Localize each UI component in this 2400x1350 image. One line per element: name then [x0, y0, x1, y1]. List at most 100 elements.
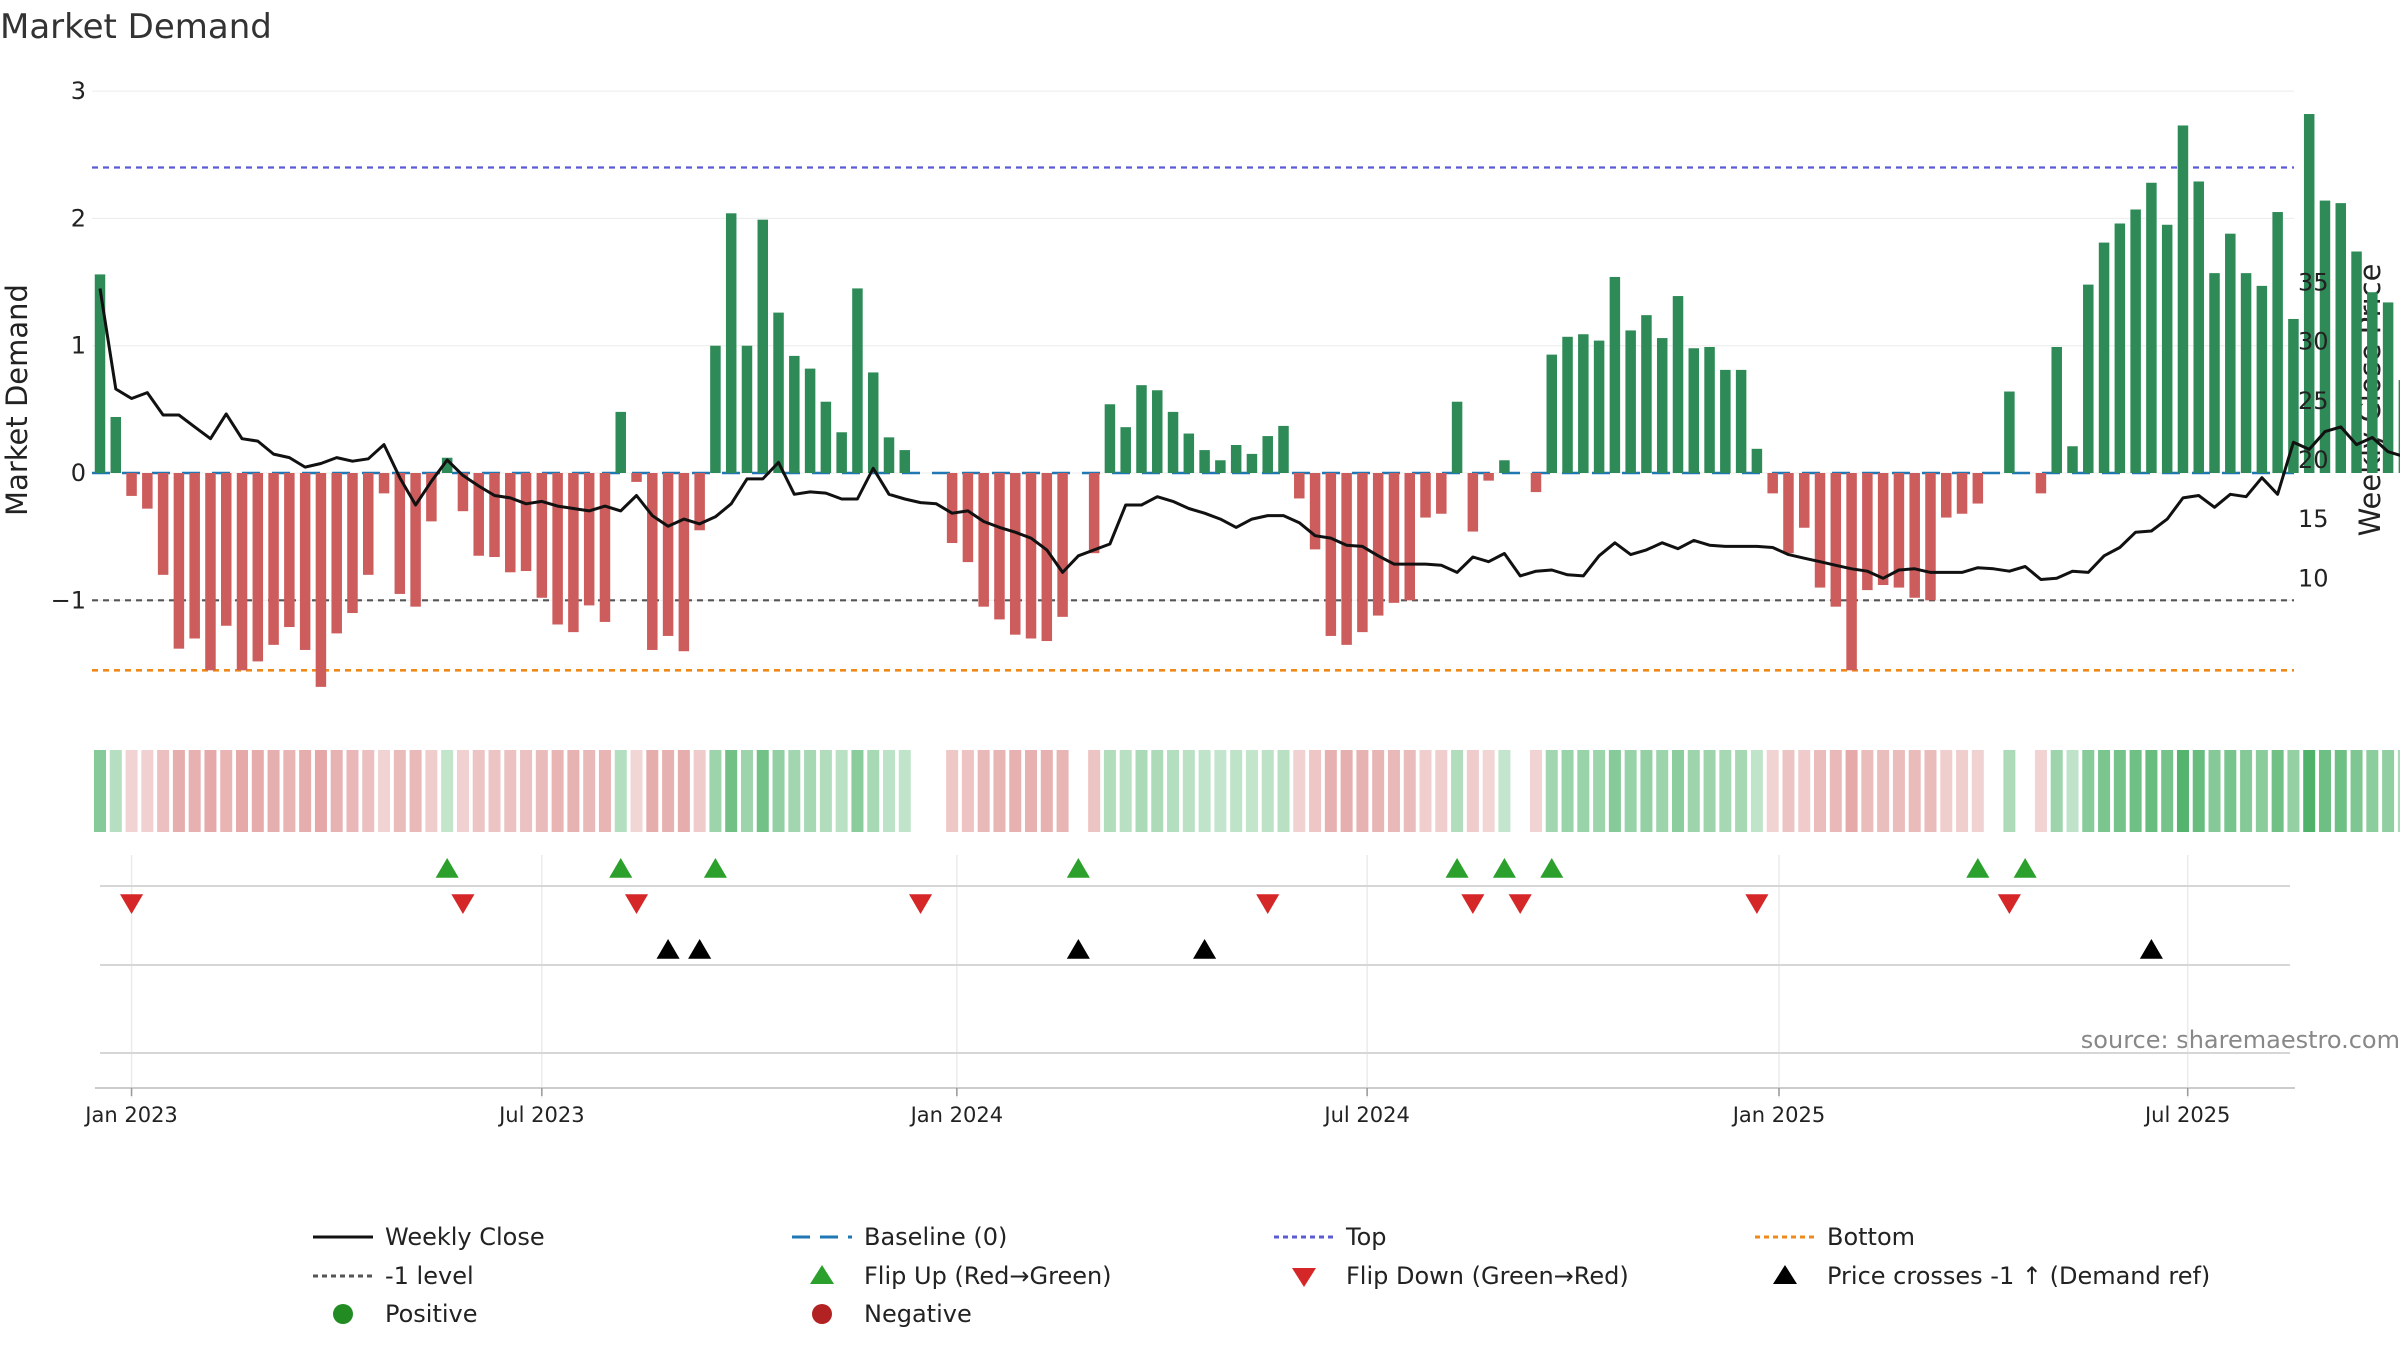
- heat-cell: [1214, 750, 1227, 832]
- demand-bar: [1656, 338, 1668, 473]
- heat-cell: [2003, 750, 2016, 832]
- demand-bar: [1814, 473, 1826, 588]
- heat-cell: [441, 750, 454, 832]
- heat-cell: [2208, 750, 2221, 832]
- demand-bar: [2303, 114, 2315, 473]
- legend-item-baseline: Baseline (0): [792, 1223, 1007, 1251]
- demand-bar: [505, 473, 516, 573]
- demand-bar: [615, 411, 626, 473]
- demand-bar: [2319, 200, 2331, 473]
- heat-cell: [1908, 750, 1921, 832]
- heat-cell: [1119, 750, 1132, 832]
- demand-bar: [2256, 285, 2268, 473]
- heat-cell: [1135, 750, 1148, 832]
- heat-cell: [378, 750, 391, 832]
- demand-bar: [1893, 473, 1905, 588]
- demand-bar: [2083, 284, 2094, 473]
- heat-cell: [1245, 750, 1258, 832]
- x-axis-ticks: Jan 2023 Jul 2023 Jan 2024 Jul 2024 Jan 2025…: [83, 1088, 2230, 1127]
- demand-bar: [1546, 354, 1558, 473]
- heat-cell: [267, 750, 280, 832]
- flip-up-marker: [2013, 858, 2037, 878]
- heat-cell: [1466, 750, 1479, 832]
- demand-bar: [2146, 182, 2157, 474]
- heat-cell: [1088, 750, 1101, 832]
- heat-cell: [788, 750, 801, 832]
- demand-bar: [441, 457, 453, 473]
- demand-bar: [2035, 473, 2047, 494]
- demand-bar: [1420, 473, 1431, 518]
- flip-up-marker: [1966, 858, 1990, 878]
- demand-bar: [568, 473, 579, 633]
- demand-bar: [883, 437, 895, 473]
- heat-cell: [2271, 750, 2284, 832]
- demand-bar: [1167, 411, 1179, 473]
- demand-bar: [236, 473, 248, 671]
- demand-bar: [315, 473, 327, 687]
- demand-bar: [1672, 296, 1684, 473]
- heat-cell: [1182, 750, 1195, 832]
- x-tick-label: Jan 2023: [83, 1103, 178, 1127]
- heat-cell: [1261, 750, 1274, 832]
- demand-bar: [1341, 473, 1352, 645]
- legend-item-minus_one: -1 level: [313, 1262, 474, 1290]
- heat-cell: [425, 750, 438, 832]
- legend-label: Positive: [385, 1300, 478, 1328]
- demand-bar: [1388, 473, 1400, 603]
- x-tick-label: Jul 2025: [2143, 1103, 2230, 1127]
- heat-cell: [94, 750, 106, 832]
- demand-bar: [2240, 273, 2252, 473]
- flip-down-marker: [1997, 894, 2021, 914]
- legend-triangle-down-icon: [1292, 1268, 1316, 1287]
- demand-bar: [2051, 346, 2062, 473]
- heat-cell: [1829, 750, 1842, 832]
- price-cross-marker: [1066, 939, 1090, 959]
- y2-tick-label: 25: [2298, 387, 2329, 415]
- demand-bar: [157, 473, 169, 575]
- heat-cell: [977, 750, 990, 832]
- heat-cell: [1167, 750, 1180, 832]
- heat-cell: [2176, 750, 2189, 832]
- demand-bar: [520, 473, 532, 572]
- demand-bar: [1404, 473, 1415, 601]
- demand-bar: [1688, 348, 1700, 473]
- demand-bar: [1215, 460, 1226, 473]
- legend-label: -1 level: [385, 1262, 474, 1290]
- demand-bars: [94, 114, 2400, 687]
- demand-bar: [1578, 334, 1589, 473]
- heat-cell: [1056, 750, 1069, 832]
- flip-down-marker: [1461, 894, 1485, 914]
- demand-bar: [173, 473, 185, 649]
- demand-bar: [1562, 336, 1573, 473]
- heat-cell: [946, 750, 959, 832]
- demand-heat-strip: [94, 750, 2400, 832]
- legend-label: Flip Up (Red→Green): [864, 1262, 1112, 1290]
- demand-bar: [331, 473, 342, 634]
- heat-cell: [630, 750, 643, 832]
- legend-label: Weekly Close: [385, 1223, 545, 1251]
- heat-cell: [1687, 750, 1700, 832]
- flip-down-marker: [1508, 894, 1532, 914]
- legend-item-cross: Price crosses -1 ↑ (Demand ref): [1773, 1262, 2210, 1290]
- heat-cell: [1672, 750, 1684, 832]
- heat-cell: [1940, 750, 1953, 832]
- price-cross-marker: [656, 939, 680, 959]
- demand-bar: [1357, 473, 1368, 633]
- heat-cell: [1561, 750, 1574, 832]
- heat-cell: [1798, 750, 1811, 832]
- heat-cell: [1766, 750, 1779, 832]
- heat-cell: [1482, 750, 1495, 832]
- demand-bar: [473, 473, 484, 556]
- y2-tick-label: 30: [2298, 328, 2329, 356]
- heat-cell: [1293, 750, 1306, 832]
- heat-cell: [2350, 750, 2363, 832]
- heat-cell: [520, 750, 533, 832]
- heat-cell: [1545, 750, 1558, 832]
- heat-cell: [583, 750, 596, 832]
- demand-bar: [694, 473, 705, 531]
- heat-cell: [2113, 750, 2126, 832]
- demand-bar: [1909, 473, 1920, 598]
- weekly-close-line-group: [98, 288, 2400, 581]
- heat-cell: [283, 750, 296, 832]
